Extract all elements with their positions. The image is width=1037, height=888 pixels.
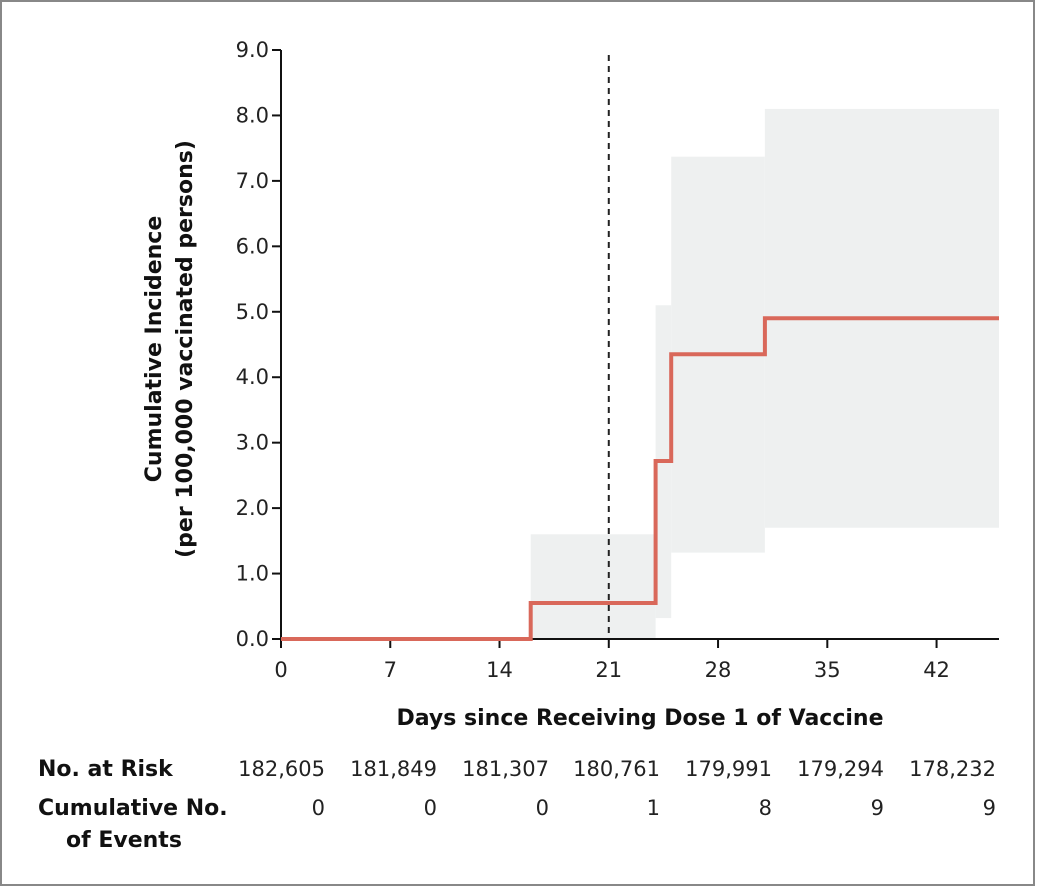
y-tick-label: 9.0 [236, 38, 269, 62]
events-value: 8 [759, 796, 772, 820]
y-tick-label: 4.0 [236, 365, 269, 389]
at-risk-value: 182,605 [238, 757, 325, 781]
y-tick-label: 6.0 [236, 234, 269, 258]
x-tick-label: 21 [595, 658, 622, 682]
series-line [281, 316, 999, 641]
y-tick-label: 5.0 [236, 300, 269, 324]
events-value: 1 [647, 796, 660, 820]
y-axis-title-line1: Cumulative Incidence [142, 216, 167, 482]
events-label-line2: of Events [66, 828, 182, 853]
events-value: 0 [536, 796, 549, 820]
events-value: 9 [983, 796, 996, 820]
y-tick-label: 0.0 [236, 627, 269, 651]
x-axis-title: Days since Receiving Dose 1 of Vaccine [397, 706, 884, 731]
events-value: 0 [312, 796, 325, 820]
at-risk-value: 179,294 [797, 757, 884, 781]
y-tick-label: 3.0 [236, 431, 269, 455]
events-value: 0 [424, 796, 437, 820]
x-tick-label: 7 [384, 658, 397, 682]
events-label-line1: Cumulative No. [38, 796, 228, 821]
y-tick-label: 7.0 [236, 169, 269, 193]
y-tick-label: 8.0 [236, 103, 269, 127]
events-value: 9 [871, 796, 884, 820]
y-tick-label: 2.0 [236, 496, 269, 520]
x-tick-label: 14 [486, 658, 513, 682]
at-risk-label: No. at Risk [38, 757, 174, 782]
at-risk-value: 179,991 [685, 757, 772, 781]
x-tick-label: 28 [705, 658, 732, 682]
y-axis-title-line2: (per 100,000 vaccinated persons) [173, 140, 198, 558]
x-tick-label: 0 [274, 658, 287, 682]
confidence-band-segment [530, 534, 656, 639]
at-risk-value: 180,761 [573, 757, 660, 781]
y-axis-title: Cumulative Incidence (per 100,000 vaccin… [142, 140, 198, 558]
at-risk-value: 181,849 [350, 757, 437, 781]
at-risk-value: 178,232 [909, 757, 996, 781]
y-tick-label: 1.0 [236, 562, 269, 586]
x-tick-label: 35 [814, 658, 841, 682]
x-tick-label: 42 [923, 658, 950, 682]
at-risk-value: 181,307 [462, 757, 549, 781]
